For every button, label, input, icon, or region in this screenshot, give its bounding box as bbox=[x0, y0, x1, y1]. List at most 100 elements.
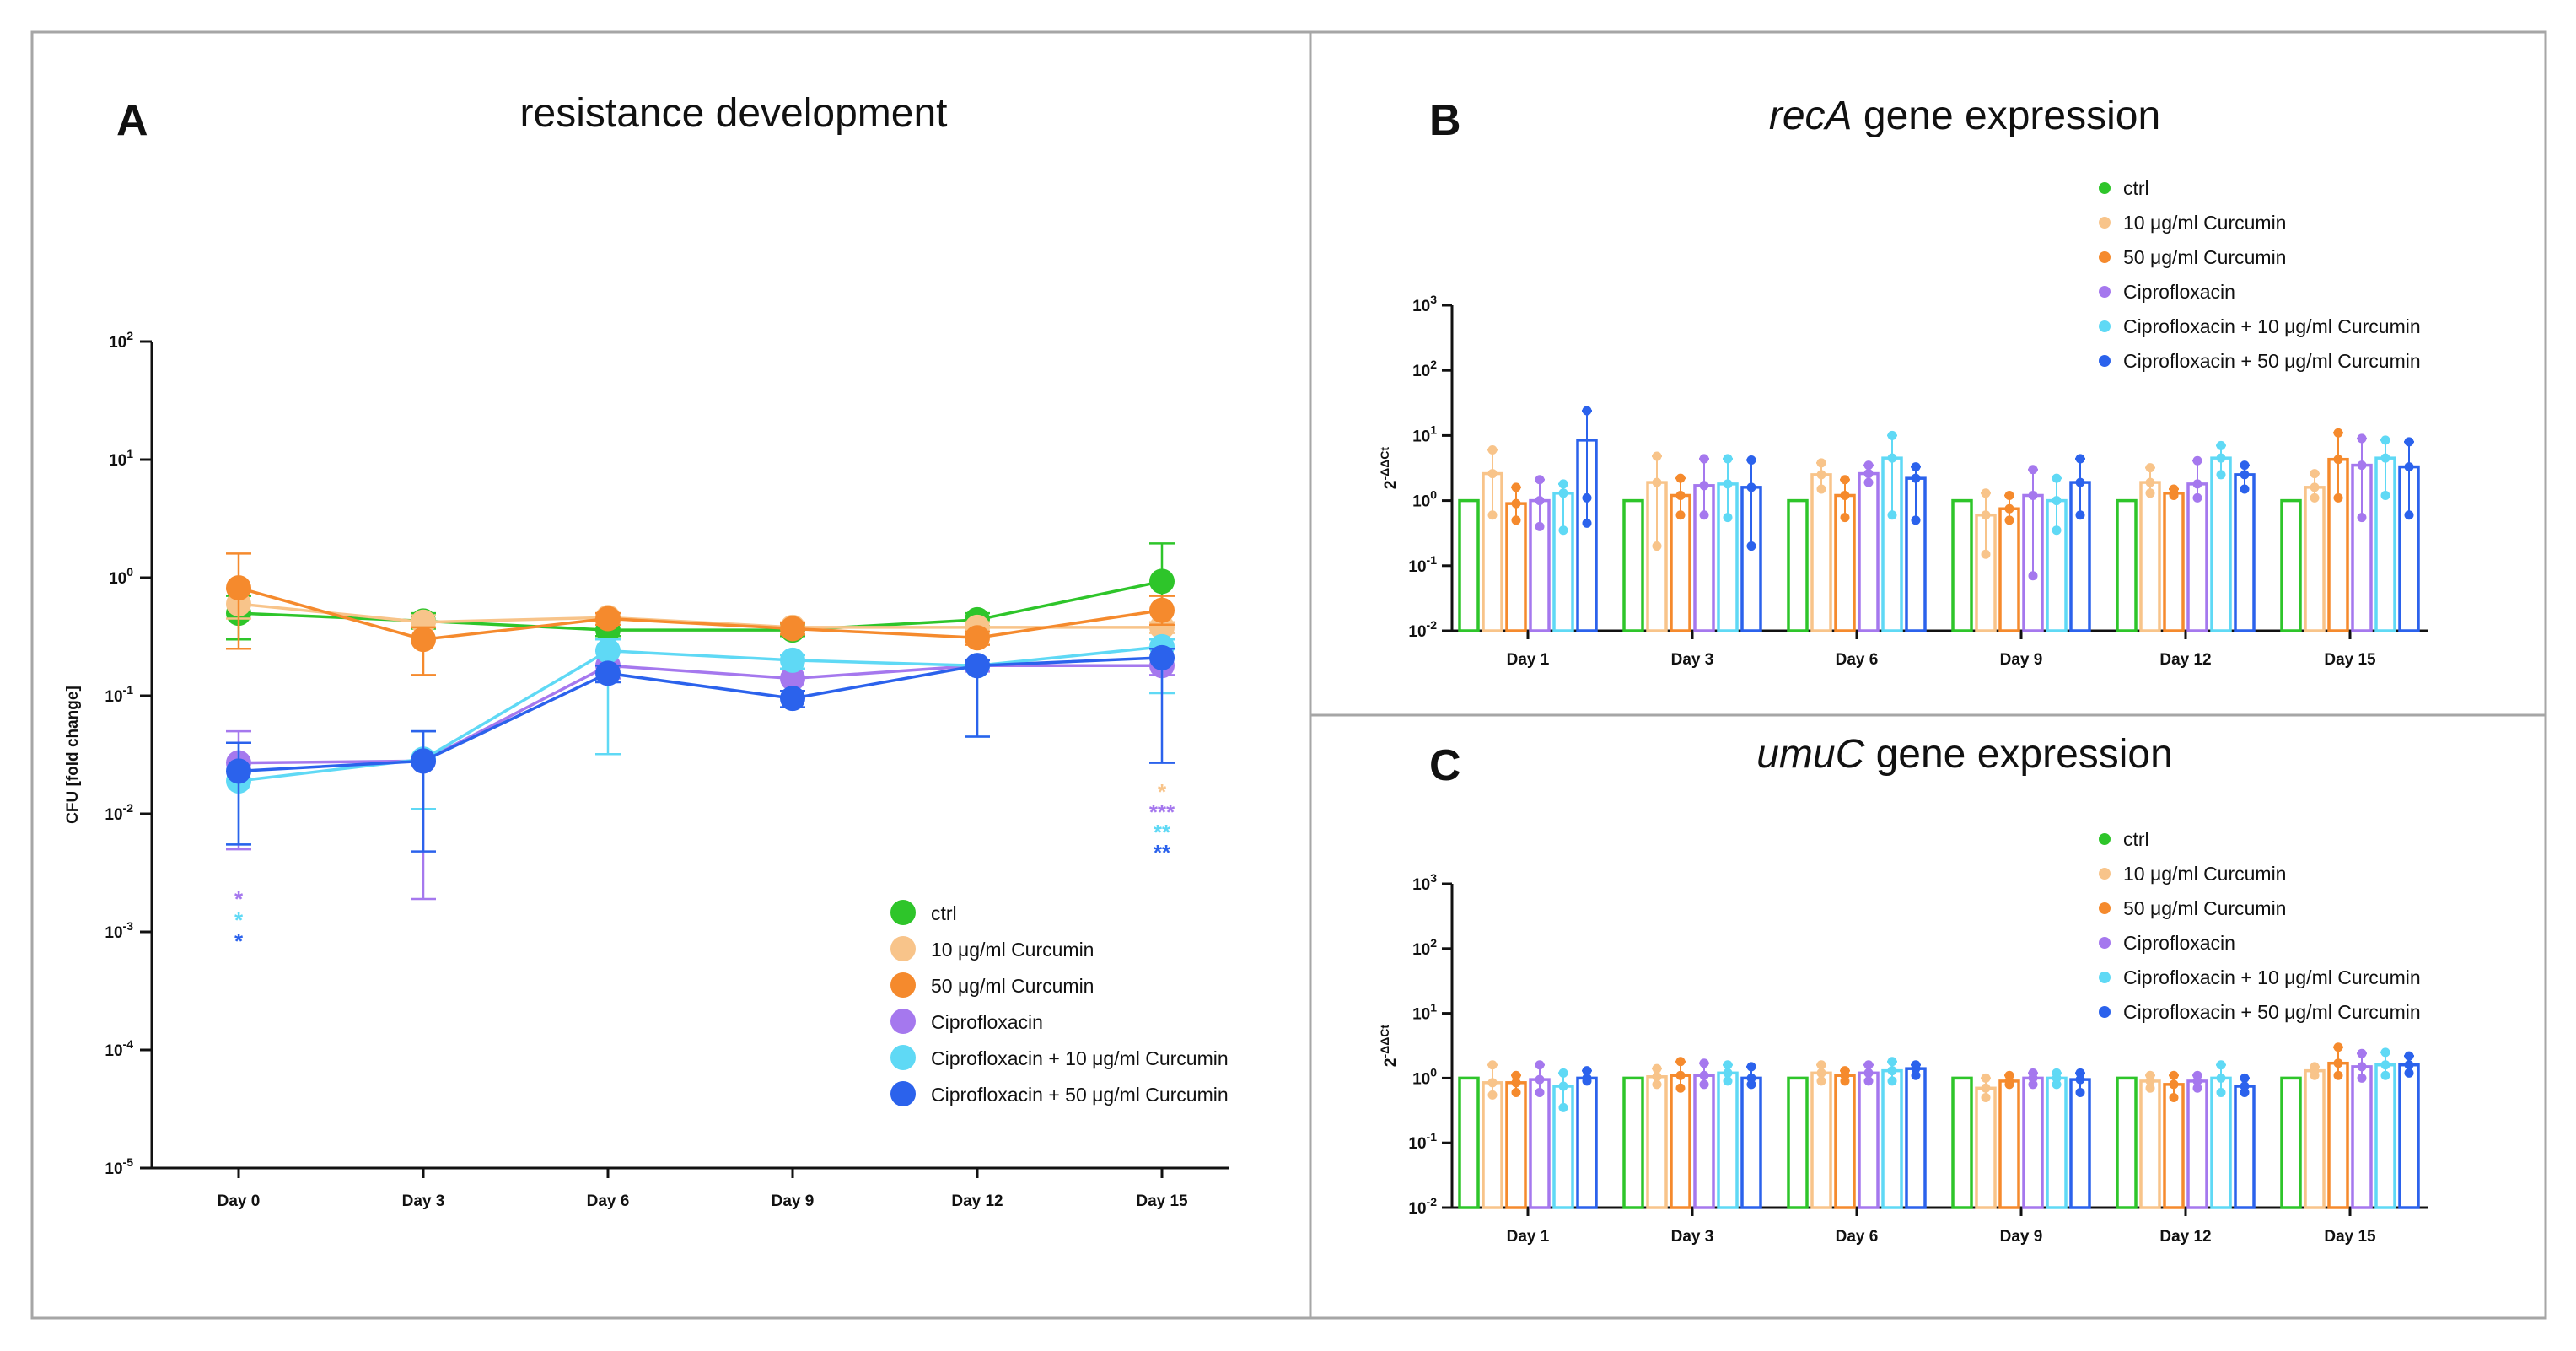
legend-label-cipro_cur50: Ciprofloxacin + 50 μg/ml Curcumin bbox=[931, 1084, 1229, 1106]
bar-cur50 bbox=[2327, 1061, 2349, 1209]
y-tick-label-exp: -1 bbox=[1427, 553, 1438, 567]
replicate-point-cipro_cur50 bbox=[2075, 510, 2085, 520]
legend-marker-cur50 bbox=[2099, 251, 2111, 263]
bar-cipro_cur10 bbox=[1717, 1071, 1739, 1209]
replicate-point-cipro bbox=[2192, 492, 2202, 503]
y-tick-label: 102 bbox=[1412, 358, 1437, 380]
replicate-point-cipro_cur10 bbox=[1558, 488, 1568, 498]
replicate-point-cipro bbox=[2357, 513, 2367, 523]
y-tick-label-exp: 0 bbox=[1430, 1065, 1437, 1079]
legend-label-cur10: 10 μg/ml Curcumin bbox=[931, 939, 1094, 961]
bar-cur50 bbox=[1834, 1074, 1856, 1209]
replicate-point-cipro_cur50 bbox=[1911, 515, 1921, 525]
significance-marker: ** bbox=[1154, 820, 1171, 845]
replicate-point-cipro bbox=[2357, 460, 2367, 471]
y-tick-label: 10-2 bbox=[1408, 1195, 1437, 1218]
replicate-point-cur50 bbox=[2333, 1070, 2343, 1080]
legend-label-cur10: 10 μg/ml Curcumin bbox=[2123, 212, 2286, 234]
replicate-point-cipro_cur50 bbox=[2404, 1051, 2414, 1061]
series-cur10 bbox=[1482, 1060, 2326, 1209]
panel-c-frame bbox=[1309, 713, 2547, 1320]
panel-c-letter: C bbox=[1429, 741, 1461, 790]
data-point-cipro_cur10 bbox=[595, 638, 621, 664]
legend-label-ctrl: ctrl bbox=[2123, 828, 2149, 850]
bar-cipro_cur50 bbox=[1740, 1076, 1762, 1209]
bar-cipro bbox=[2186, 482, 2208, 632]
legend-label-cipro_cur10: Ciprofloxacin + 10 μg/ml Curcumin bbox=[2123, 966, 2421, 988]
data-point-cipro_cur10 bbox=[780, 647, 805, 673]
bar-cur10 bbox=[2304, 486, 2326, 632]
legend-label-ctrl: ctrl bbox=[931, 902, 957, 924]
y-tick-label: 10-1 bbox=[1408, 553, 1437, 576]
replicate-point-cur10 bbox=[1652, 1079, 1662, 1090]
significance-marker: *** bbox=[1149, 799, 1175, 825]
replicate-point-cipro_cur50 bbox=[1746, 455, 1756, 465]
replicate-point-cipro_cur50 bbox=[1746, 482, 1756, 492]
replicate-point-cipro_cur10 bbox=[1558, 1081, 1568, 1091]
y-tick-label-exp: 2 bbox=[1430, 358, 1437, 371]
legend-marker-cur50 bbox=[2099, 902, 2111, 914]
replicate-point-cipro bbox=[1863, 1076, 1874, 1086]
replicate-point-cipro_cur50 bbox=[1582, 1066, 1592, 1076]
replicate-point-cur50 bbox=[1511, 1078, 1521, 1088]
y-tick-label-base: 10 bbox=[105, 924, 122, 942]
y-tick-label-base: 10 bbox=[1412, 298, 1430, 315]
replicate-point-cipro_cur50 bbox=[1582, 492, 1592, 503]
replicate-point-cipro_cur50 bbox=[1746, 541, 1756, 552]
replicate-point-cur10 bbox=[2145, 488, 2155, 498]
y-tick-label-base: 10 bbox=[105, 1042, 122, 1060]
y-tick-label: 103 bbox=[1412, 871, 1437, 894]
data-point-cur50 bbox=[1149, 597, 1175, 623]
replicate-point-cipro_cur10 bbox=[2216, 1087, 2226, 1097]
y-tick-label-exp: -1 bbox=[1427, 1130, 1438, 1144]
replicate-point-cipro_cur50 bbox=[2240, 1087, 2250, 1097]
x-tick-label: Day 9 bbox=[772, 1192, 815, 1210]
y-tick-label: 100 bbox=[1412, 1065, 1437, 1088]
y-tick-label-exp: 1 bbox=[1430, 423, 1437, 436]
replicate-point-cipro bbox=[1699, 510, 1709, 520]
legend-label-cur50: 50 μg/ml Curcumin bbox=[931, 975, 1094, 997]
replicate-point-cur10 bbox=[1816, 470, 1826, 480]
replicate-point-cipro bbox=[1535, 1074, 1545, 1085]
replicate-point-cipro_cur50 bbox=[2240, 484, 2250, 494]
replicate-point-cipro_cur50 bbox=[2075, 1087, 2085, 1097]
legend-marker-cur10 bbox=[2099, 868, 2111, 880]
x-tick-label: Day 12 bbox=[2159, 1228, 2211, 1246]
bar-cur10 bbox=[1975, 1086, 1997, 1209]
y-tick-label-exp: 1 bbox=[126, 447, 133, 460]
panel-b-title-rest: gene expression bbox=[1853, 94, 2161, 138]
y-axis-label-base: 2 bbox=[1382, 480, 1400, 489]
legend-c: ctrl 10 μg/ml Curcumin 50 μg/ml Curcumin Ci… bbox=[2099, 828, 2421, 1023]
legend-marker-cipro_cur50 bbox=[2099, 355, 2111, 367]
data-point-ctrl bbox=[1149, 568, 1175, 595]
y-tick-label-exp: -2 bbox=[123, 801, 134, 815]
replicate-point-cipro_cur10 bbox=[1723, 1076, 1733, 1086]
legend-marker-cipro_cur50 bbox=[2099, 1006, 2111, 1018]
replicate-point-cipro_cur10 bbox=[1558, 1102, 1568, 1112]
legend-marker-cur10 bbox=[890, 936, 916, 961]
y-tick-label: 101 bbox=[1412, 423, 1437, 445]
series-ctrl bbox=[1458, 498, 2302, 632]
bar-ctrl bbox=[1787, 498, 1809, 632]
replicate-point-cur10 bbox=[1816, 1076, 1826, 1086]
legend-label-cur50: 50 μg/ml Curcumin bbox=[2123, 246, 2286, 268]
x-tick-label: Day 3 bbox=[1671, 1228, 1714, 1246]
replicate-point-cipro_cur10 bbox=[1558, 479, 1568, 489]
replicate-point-cur10 bbox=[2310, 1070, 2320, 1080]
replicate-point-cipro bbox=[1535, 1087, 1545, 1097]
replicate-point-cipro_cur50 bbox=[2404, 510, 2414, 520]
legend-label-cipro_cur10: Ciprofloxacin + 10 μg/ml Curcumin bbox=[2123, 315, 2421, 337]
replicate-point-cur50 bbox=[2169, 490, 2179, 500]
bar-cur50 bbox=[1505, 1081, 1527, 1209]
y-tick-label: 100 bbox=[109, 565, 133, 588]
data-point-cipro_cur50 bbox=[1149, 644, 1175, 670]
replicate-point-cur10 bbox=[2310, 492, 2320, 503]
replicate-point-cipro bbox=[1535, 1060, 1545, 1070]
replicate-point-cur50 bbox=[2004, 490, 2014, 500]
y-axis-label-exp: -ΔΔCt bbox=[1378, 447, 1391, 481]
x-tick-label: Day 6 bbox=[587, 1192, 630, 1210]
bar-cipro_cur10 bbox=[2374, 1063, 2396, 1209]
bar-ctrl bbox=[1458, 1076, 1480, 1209]
series-cipro_cur50 bbox=[226, 644, 1175, 853]
replicate-point-cipro_cur10 bbox=[1558, 525, 1568, 536]
